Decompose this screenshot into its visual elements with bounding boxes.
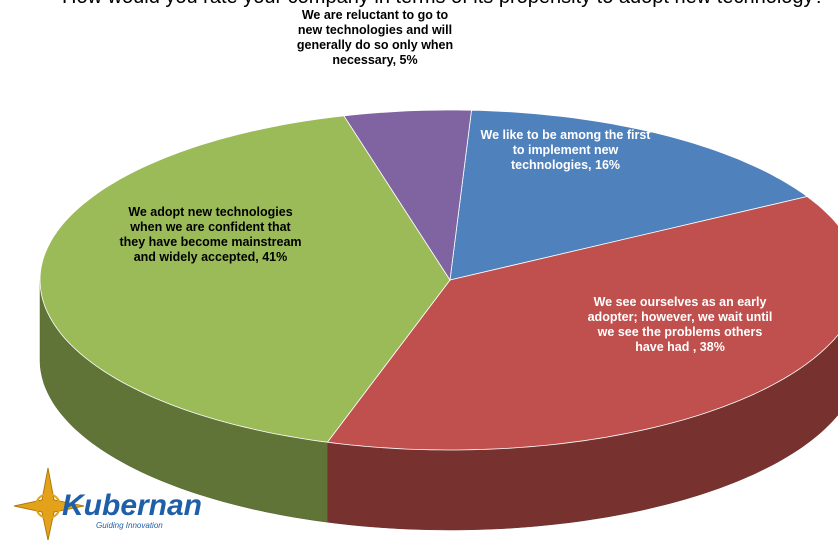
data-label: We are reluctant to go to new technologi… bbox=[296, 8, 454, 67]
logo: Kubernan Guiding Innovation bbox=[13, 467, 202, 541]
logo-ring bbox=[35, 493, 61, 519]
slice bbox=[343, 109, 472, 282]
chart-title: How would you rate your company in terms… bbox=[62, 0, 838, 9]
data-label: We like to be among the first to impleme… bbox=[480, 128, 651, 172]
data-label: We see ourselves as an early adopter; ho… bbox=[587, 295, 773, 354]
logo-name: Kubernan bbox=[62, 489, 202, 522]
slice bbox=[326, 196, 838, 451]
logo-tagline: Guiding Innovation bbox=[96, 521, 163, 530]
slice bbox=[39, 115, 451, 443]
slice bbox=[449, 109, 809, 281]
logo-star bbox=[13, 467, 85, 541]
data-label: We adopt new technologies when we are co… bbox=[119, 205, 302, 264]
